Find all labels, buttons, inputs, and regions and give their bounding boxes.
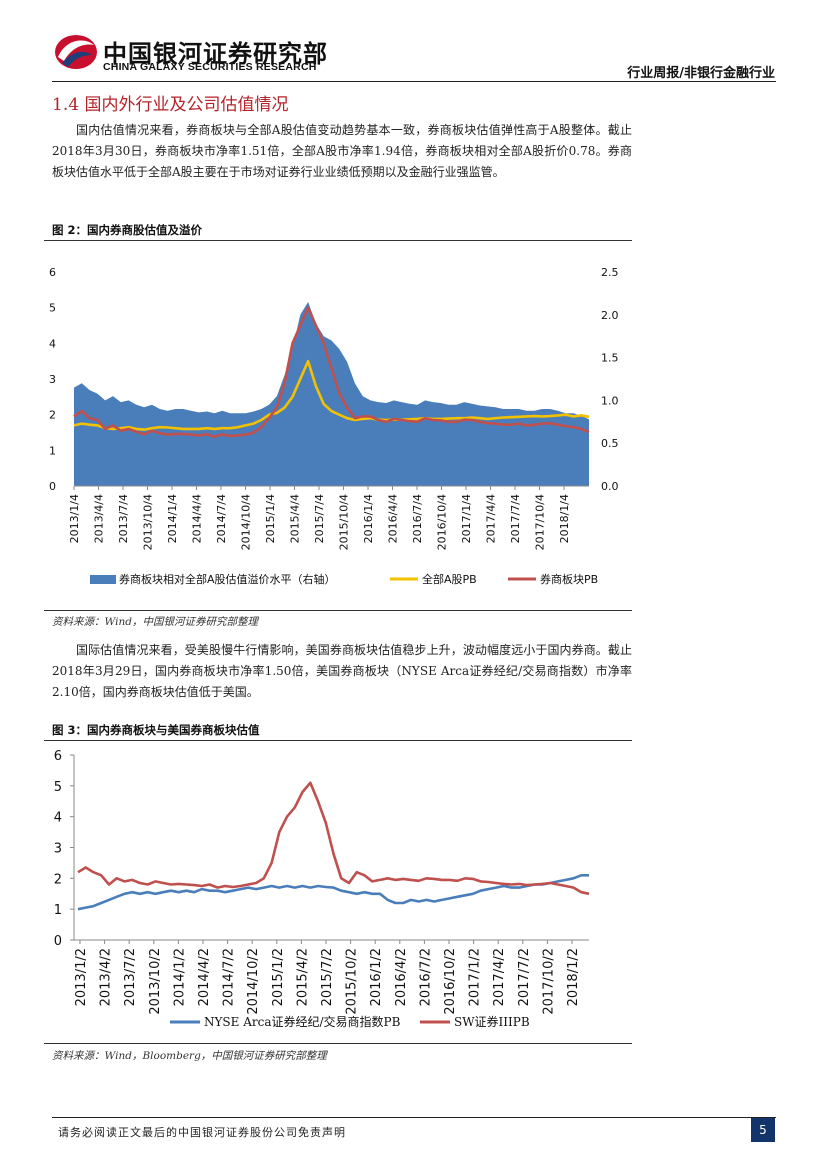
x-tick-label: 2015/4/4 (289, 494, 302, 543)
x-tick-label: 2015/1/4 (264, 494, 277, 543)
x-tick-label: 2014/10/2 (246, 948, 261, 1015)
x-tick-label: 2013/4/2 (99, 948, 114, 1006)
x-tick-label: 2015/1/2 (271, 948, 286, 1006)
galaxy-logo-icon (55, 35, 97, 69)
y-axis-tick: 0 (54, 934, 62, 949)
x-tick-label: 2014/1/2 (172, 948, 187, 1006)
right-axis-tick: 1.0 (601, 394, 619, 407)
x-tick-label: 2014/4/2 (197, 948, 212, 1006)
paragraph-2: 国际估值情况来看，受美股慢牛行情影响，美国券商板块估值稳步上升，波动幅度远小于国… (52, 643, 632, 699)
x-tick-label: 2016/1/4 (362, 494, 375, 543)
premium-area (74, 302, 589, 486)
x-tick-label: 2016/4/2 (394, 948, 409, 1006)
logo-mark (54, 33, 98, 71)
y-axis-tick: 4 (54, 811, 62, 826)
legend-a-share-label: 全部A股PB (422, 572, 477, 586)
x-tick-label: 2015/7/4 (313, 494, 326, 543)
x-tick-label: 2016/4/4 (387, 494, 400, 543)
left-axis-tick: 5 (49, 302, 56, 315)
figure-3-title: 图 3：国内券商板块与美国券商板块估值 (52, 723, 260, 737)
right-axis-tick: 2.0 (601, 309, 619, 322)
x-tick-label: 2013/7/2 (123, 948, 138, 1006)
x-tick-label: 2017/7/4 (509, 494, 522, 543)
x-tick-label: 2017/1/2 (468, 948, 483, 1006)
x-tick-label: 2018/1/4 (558, 494, 571, 543)
legend-nyse-label: NYSE Arca证券经纪/交易商指数PB (204, 1014, 401, 1029)
figure-3-top-rule (44, 740, 632, 741)
x-tick-label: 2017/1/4 (460, 494, 473, 543)
left-axis-tick: 0 (49, 480, 56, 493)
a-share-pb-line (73, 359, 590, 431)
x-tick-label: 2016/10/4 (436, 494, 449, 550)
figure-2-bottom-rule (44, 610, 632, 611)
x-tick-label: 2013/10/2 (148, 948, 163, 1015)
x-tick-label: 2015/10/2 (345, 948, 360, 1015)
figure-3-source: 资料来源：Wind，Bloomberg，中国银河证券研究部整理 (52, 1050, 327, 1062)
figure-2-top-rule (44, 240, 632, 241)
y-axis-tick: 6 (54, 749, 62, 764)
y-axis-tick: 2 (54, 872, 62, 887)
figure-3-bottom-rule (44, 1043, 632, 1044)
x-tick-label: 2013/1/2 (74, 948, 89, 1006)
x-tick-label: 2014/10/4 (240, 494, 253, 550)
footer-disclaimer: 请务必阅读正文最后的中国银河证券股份公司免责声明 (58, 1126, 346, 1139)
logo-en: CHINA GALAXY SECURITIES RESEARCH (103, 61, 317, 73)
x-tick-label: 2017/7/2 (517, 948, 532, 1006)
left-axis-tick: 6 (49, 266, 56, 279)
figure-2-source: 资料来源：Wind，中国银河证券研究部整理 (52, 616, 258, 628)
x-tick-label: 2013/7/4 (117, 494, 130, 543)
left-axis-tick: 2 (49, 409, 56, 422)
legend-premium-label: 券商板块相对全部A股估值溢价水平（右轴） (119, 572, 336, 586)
left-axis-tick: 3 (49, 373, 56, 386)
header-divider (52, 81, 776, 82)
figure-3-chart: 0 1 2 3 4 5 6 2013/1/2 2013/4/2 2013/7/2 2013/10/… (54, 749, 590, 1029)
x-tick-label: 2015/7/2 (320, 948, 335, 1006)
paragraph-1: 国内估值情况来看，券商板块与全部A股估值变动趋势基本一致，券商板块估值弹性高于A… (52, 123, 632, 179)
legend-broker-label: 券商板块PB (540, 572, 598, 586)
broker-pb-line (73, 306, 590, 439)
x-tick-label: 2017/4/4 (485, 494, 498, 543)
x-tick-label: 2018/1/2 (566, 948, 581, 1006)
logo-cn: 中国银河证券研究部 (103, 40, 328, 68)
x-tick-label: 2014/1/4 (166, 494, 179, 543)
right-axis-tick: 0.0 (601, 480, 619, 493)
report-type: 行业周报/非银行金融行业 (627, 66, 775, 81)
x-tick-label: 2016/10/2 (443, 948, 458, 1015)
legend-premium-swatch (90, 575, 116, 584)
x-tick-label: 2014/7/4 (215, 494, 228, 543)
right-axis-tick: 0.5 (601, 437, 619, 450)
section-title: 1.4 国内外行业及公司估值情况 (52, 95, 289, 115)
x-tick-label: 2016/7/4 (411, 494, 424, 543)
x-tick-label: 2017/10/4 (534, 494, 547, 550)
x-tick-label: 2016/7/2 (418, 948, 433, 1006)
x-tick-label: 2015/10/4 (338, 494, 351, 550)
x-tick-label: 2014/7/2 (222, 948, 237, 1006)
x-tick-label: 2013/1/4 (68, 494, 81, 543)
y-axis-tick: 1 (54, 903, 62, 918)
x-tick-label: 2016/1/2 (369, 948, 384, 1006)
page-number: 5 (751, 1118, 775, 1142)
right-axis-tick: 1.5 (601, 352, 619, 365)
figure-2-title: 图 2：国内券商股估值及溢价 (52, 223, 203, 237)
footer-divider (52, 1117, 776, 1118)
x-tick-label: 2017/4/2 (492, 948, 507, 1006)
nyse-pb-line (77, 874, 589, 911)
x-tick-label: 2013/4/4 (93, 494, 106, 543)
right-axis-tick: 2.5 (601, 266, 619, 279)
sw-pb-line (77, 781, 590, 896)
figure-2-chart: 0 1 2 3 4 5 6 0.0 0.5 1.0 1.5 2.0 2.5 2013/1/4 2013/… (49, 266, 619, 586)
x-tick-label: 2017/10/2 (541, 948, 556, 1015)
y-axis-tick: 3 (54, 842, 62, 857)
left-axis-tick: 4 (49, 337, 56, 350)
y-axis-tick: 5 (54, 780, 62, 795)
x-tick-label: 2013/10/4 (142, 494, 155, 550)
left-axis-tick: 1 (49, 444, 56, 457)
x-tick-label: 2014/4/4 (191, 494, 204, 543)
x-tick-label: 2015/4/2 (295, 948, 310, 1006)
legend-sw-label: SW证券IIIPB (454, 1014, 530, 1029)
